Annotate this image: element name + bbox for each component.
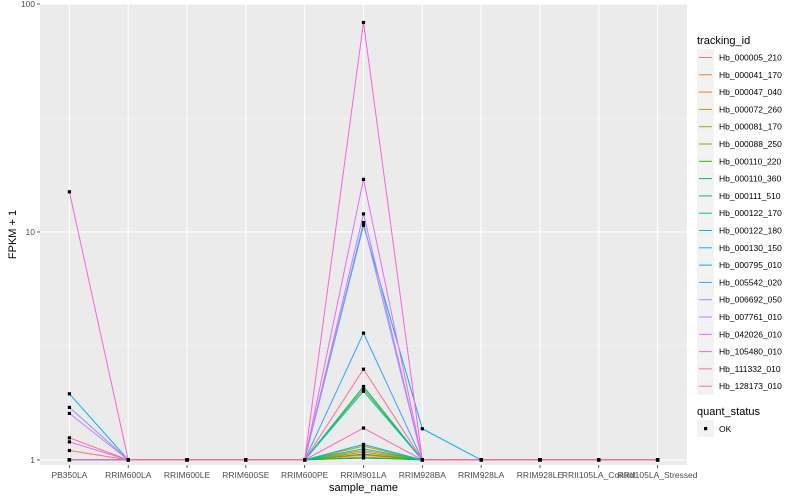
color-legend: tracking_id Hb_000005_210 Hb_000041_170 Hb…: [697, 35, 782, 395]
x-tick-label: RRII105LA_Stressed: [618, 470, 698, 480]
data-point: [361, 442, 366, 446]
legend-label: Hb_000110_360: [719, 174, 782, 184]
data-point: [361, 177, 366, 182]
data-point: [361, 223, 366, 227]
data-point: [361, 456, 366, 460]
data-point: [67, 405, 72, 409]
data-points: [67, 20, 660, 462]
data-point: [655, 458, 660, 462]
y-axis: 1 10 100: [21, 0, 40, 465]
data-point: [361, 452, 366, 456]
data-point: [67, 440, 72, 444]
point-legend-marker: [704, 427, 708, 431]
data-point: [361, 447, 366, 451]
data-point: [361, 212, 366, 216]
data-point: [361, 387, 366, 391]
data-point: [361, 220, 366, 225]
x-tick-label: RRIM600LA: [105, 470, 152, 480]
legend-label: Hb_007761_010: [719, 312, 782, 322]
legend-label: Hb_000088_250: [719, 139, 782, 149]
data-point: [597, 458, 601, 462]
legend-label: Hb_105480_010: [719, 347, 782, 357]
y-tick-label: 100: [21, 0, 35, 9]
data-point: [361, 331, 366, 335]
data-point: [244, 458, 248, 462]
legend-label: Hb_000130_150: [719, 243, 782, 253]
legend-label: Hb_000047_040: [719, 87, 782, 97]
legend-label: Hb_006692_050: [719, 295, 782, 305]
legend-label: Hb_000122_180: [719, 226, 782, 236]
x-tick-label: RRIM928BA: [399, 470, 447, 480]
legend-label: Hb_111332_010: [719, 364, 781, 374]
data-point: [420, 427, 424, 431]
data-point: [67, 392, 72, 396]
major-gridlines: [40, 3, 687, 465]
data-point: [361, 367, 366, 371]
data-point: [126, 458, 130, 462]
x-axis: PB350LA RRIM600LA RRIM600LE RRIM600SE RRIM60…: [51, 465, 698, 480]
data-point: [185, 458, 189, 462]
point-legend-label: OK: [719, 424, 732, 434]
legend-label: Hb_000110_220: [719, 156, 782, 166]
x-tick-label: RRIM928LE: [517, 470, 564, 480]
data-point: [361, 450, 366, 454]
x-tick-label: PB350LA: [51, 470, 87, 480]
legend-label: Hb_000081_170: [719, 122, 782, 132]
y-tick-label: 10: [26, 227, 36, 237]
data-point: [361, 444, 366, 448]
data-point: [479, 458, 483, 462]
data-point: [361, 389, 366, 393]
legend-label: Hb_000795_010: [719, 260, 782, 270]
data-point: [67, 458, 72, 462]
point-legend-title: quant_status: [697, 406, 760, 418]
legend-label: Hb_000072_260: [719, 104, 782, 114]
legend-label: Hb_000005_210: [719, 53, 782, 63]
data-point: [67, 448, 72, 453]
data-point: [420, 458, 424, 462]
x-tick-label: RRIM600LE: [164, 470, 211, 480]
data-point: [67, 436, 72, 440]
data-point: [303, 458, 307, 462]
y-tick-label: 1: [30, 455, 35, 465]
data-point: [538, 458, 542, 462]
legend-label: Hb_128173_010: [719, 381, 782, 391]
x-tick-label: RRIM600SE: [222, 470, 270, 480]
data-point: [361, 20, 366, 25]
legend-label: Hb_005542_020: [719, 277, 782, 287]
x-tick-label: RRIM600PE: [281, 470, 329, 480]
legend-label: Hb_000111_510: [719, 191, 781, 201]
legend-label: Hb_042026_010: [719, 329, 782, 339]
x-axis-title: sample_name: [329, 482, 398, 494]
x-tick-label: RRIM928LA: [458, 470, 505, 480]
data-point: [361, 448, 366, 453]
x-tick-label: RRIM901LA: [340, 470, 387, 480]
point-legend: quant_status OK: [697, 406, 760, 437]
data-point: [67, 190, 72, 194]
x-tick-label: RRII105LA_Control: [562, 470, 636, 480]
legend-label: Hb_000122_170: [719, 208, 782, 218]
color-legend-title: tracking_id: [697, 35, 750, 47]
data-point: [67, 411, 72, 415]
data-point: [361, 426, 366, 430]
legend-label: Hb_000041_170: [719, 70, 782, 80]
y-axis-title: FPKM + 1: [7, 210, 19, 259]
data-point: [361, 384, 366, 389]
